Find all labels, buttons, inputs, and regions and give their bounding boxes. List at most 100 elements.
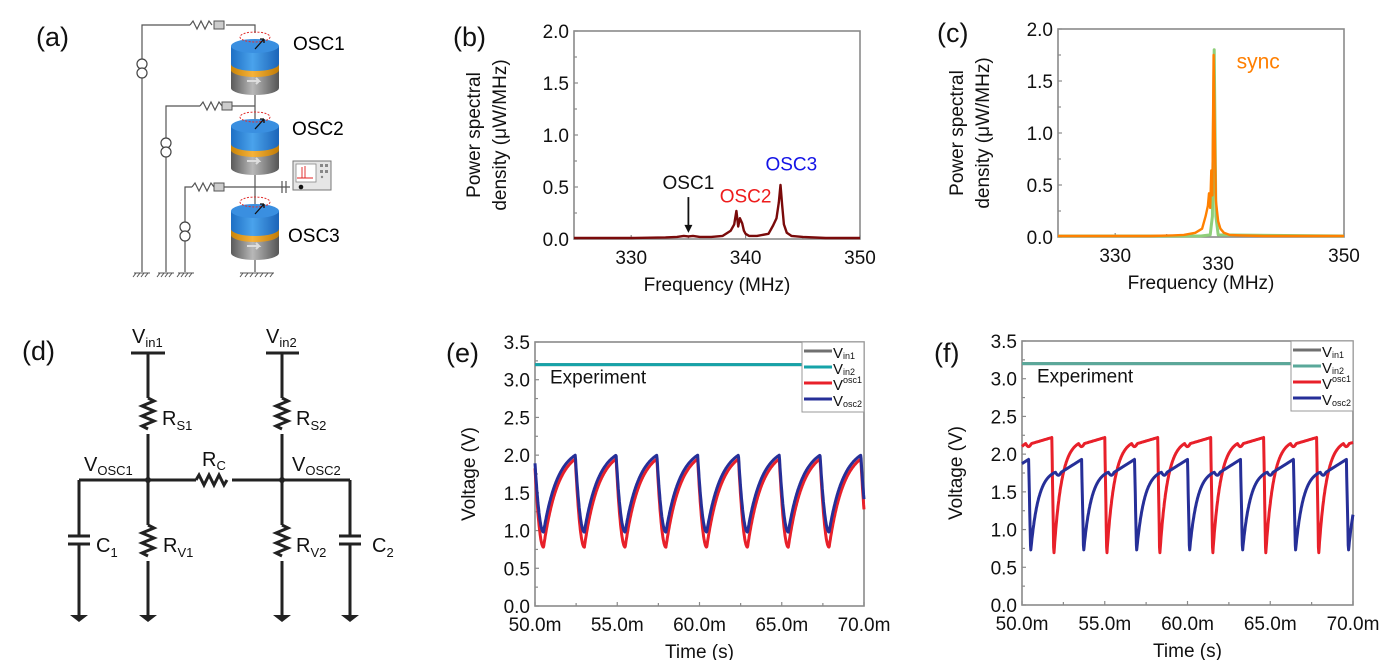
- annotation-sync: sync: [1237, 51, 1280, 74]
- osc2-label: OSC2: [292, 119, 344, 140]
- series-line-vosc2: [533, 453, 866, 534]
- annotation-osc2: OSC2: [720, 187, 772, 208]
- y-tick-label: 1.5: [504, 484, 530, 505]
- c1-label: C1: [96, 535, 118, 560]
- resistor-icon: [199, 100, 233, 112]
- y-tick-label: 3.0: [504, 371, 530, 392]
- panel-c-label: (c): [937, 18, 968, 48]
- x-tick-label: 60.0m: [673, 615, 726, 636]
- annotation-osc1: OSC1: [663, 173, 715, 194]
- y-tick-label: 2.0: [991, 445, 1017, 466]
- y-tick-label: 3.5: [504, 333, 530, 354]
- series-line-vosc1: [1020, 436, 1355, 555]
- annotation-osc3: OSC3: [765, 154, 817, 175]
- x-tick-label: 330: [1099, 246, 1131, 267]
- y-tick-label: 3.0: [991, 370, 1017, 391]
- y-axis-title-line1: Power spectral: [464, 72, 485, 198]
- annotation-arrowhead: [684, 224, 693, 233]
- plot-frame: [573, 30, 861, 240]
- rv2-label: RV2: [296, 535, 326, 560]
- y-tick-label: 2.0: [504, 446, 530, 467]
- x-axis-title: Time (s): [1153, 641, 1222, 660]
- experiment-annotation: Experiment: [1037, 366, 1134, 387]
- legend-label-osc2: Vosc2: [1322, 392, 1351, 409]
- x-tick-label: 50.0m: [509, 615, 562, 636]
- vin1-label: Vin1: [132, 326, 163, 350]
- x-tick-label: 70.0m: [838, 615, 891, 636]
- x-tick-label: 60.0m: [1161, 614, 1214, 635]
- x-tick-label: 340: [730, 248, 762, 269]
- mtj-pillar-icon: [231, 111, 279, 175]
- x-tick-label: 65.0m: [755, 615, 808, 636]
- y-axis-title-line2: density (μW/MHz): [490, 59, 511, 210]
- schematic-wires: [141, 24, 300, 272]
- legend-label-in1: Vin1: [833, 345, 855, 362]
- rs1-label: RS1: [162, 408, 192, 433]
- ground-icon: [132, 272, 274, 278]
- c2-label: C2: [372, 535, 394, 560]
- junction-dot: [145, 477, 151, 483]
- x-tick-label: 330: [1202, 254, 1234, 275]
- experiment-annotation: Experiment: [550, 367, 647, 388]
- current-source-icon: [160, 137, 172, 158]
- x-tick-label: 50.0m: [996, 614, 1049, 635]
- y-tick-label: 0.5: [991, 558, 1017, 579]
- legend-label-osc1: Vosc1: [1322, 374, 1351, 393]
- y-tick-label: 1.5: [543, 74, 569, 95]
- panel-a-label: (a): [36, 22, 69, 52]
- plot-frame: [1057, 28, 1345, 238]
- y-axis-title: Voltage (V): [946, 426, 967, 520]
- chart-c-sync-spectrum: (c) 0.0 0.5 1.0 1.5 2.0 330 330 350 Frequency (MH…: [937, 18, 1360, 294]
- y-tick-label: 1.5: [991, 483, 1017, 504]
- resistor-icon: [189, 19, 225, 31]
- legend-label-osc1: Vosc1: [833, 375, 862, 394]
- osc1-label: OSC1: [293, 34, 345, 55]
- current-source-icon: [179, 221, 191, 242]
- mtj-pillar-icon: [231, 31, 279, 95]
- y-tick-label: 0.5: [1027, 176, 1053, 197]
- y-tick-label: 2.5: [504, 408, 530, 429]
- series-line-sync-trace-green: [1058, 48, 1345, 238]
- y-tick-label: 1.0: [543, 126, 569, 147]
- legend-label-in1: Vin1: [1322, 344, 1344, 361]
- x-tick-label: 65.0m: [1244, 614, 1297, 635]
- x-axis-title: Frequency (MHz): [644, 275, 791, 296]
- resistor-rs2: [272, 396, 292, 431]
- circuit-wires: [68, 351, 361, 615]
- current-source-icon: [136, 58, 148, 79]
- y-tick-label: 0.0: [504, 597, 530, 618]
- y-tick-label: 2.5: [991, 407, 1017, 428]
- y-axis-title-line1: Power spectral: [947, 70, 968, 196]
- spectrum-analyzer-icon: [281, 160, 332, 193]
- y-axis-title: Voltage (V): [459, 427, 480, 521]
- panel-b-label: (b): [453, 22, 486, 52]
- series-line-sync: [1058, 53, 1344, 238]
- chart-e-voltage-traces: (e) 0.0 0.5 1.0 1.5 2.0 2.5 3.0 3.5 50.0m 55.0m 60.…: [446, 333, 890, 660]
- x-tick-label: 55.0m: [1078, 614, 1131, 635]
- series-line-spectrum: [574, 183, 860, 240]
- x-axis-title: Frequency (MHz): [1128, 273, 1275, 294]
- y-tick-label: 1.0: [991, 521, 1017, 542]
- legend-label-in2: Vin2: [1322, 360, 1344, 377]
- chart-b-spectrum: (b) 0.0 0.5 1.0 1.5 2.0 330 340 350 Frequency (MH…: [453, 22, 876, 296]
- y-tick-label: 0.5: [504, 559, 530, 580]
- legend-label-in2: Vin2: [833, 361, 855, 378]
- y-tick-label: 0.0: [543, 230, 569, 251]
- vosc2-label: VOSC2: [292, 454, 341, 478]
- mtj-pillar-icon: [231, 196, 279, 260]
- x-tick-label: 70.0m: [1327, 614, 1380, 635]
- y-tick-label: 1.0: [504, 522, 530, 543]
- x-tick-label: 330: [615, 248, 647, 269]
- panel-d-circuit: (d): [22, 326, 394, 622]
- rv1-label: RV1: [163, 535, 193, 560]
- chart-f-voltage-traces: (f) 0.0 0.5 1.0 1.5 2.0 2.5 3.0 3.5 50.0m 55.0m 60.…: [934, 332, 1379, 660]
- panel-d-label: (d): [22, 336, 55, 366]
- osc3-label: OSC3: [288, 226, 340, 247]
- y-tick-label: 3.5: [991, 332, 1017, 353]
- resistor-icon: [191, 181, 225, 193]
- series-line-vosc2: [1020, 457, 1355, 552]
- panel-e-label: (e): [446, 338, 479, 368]
